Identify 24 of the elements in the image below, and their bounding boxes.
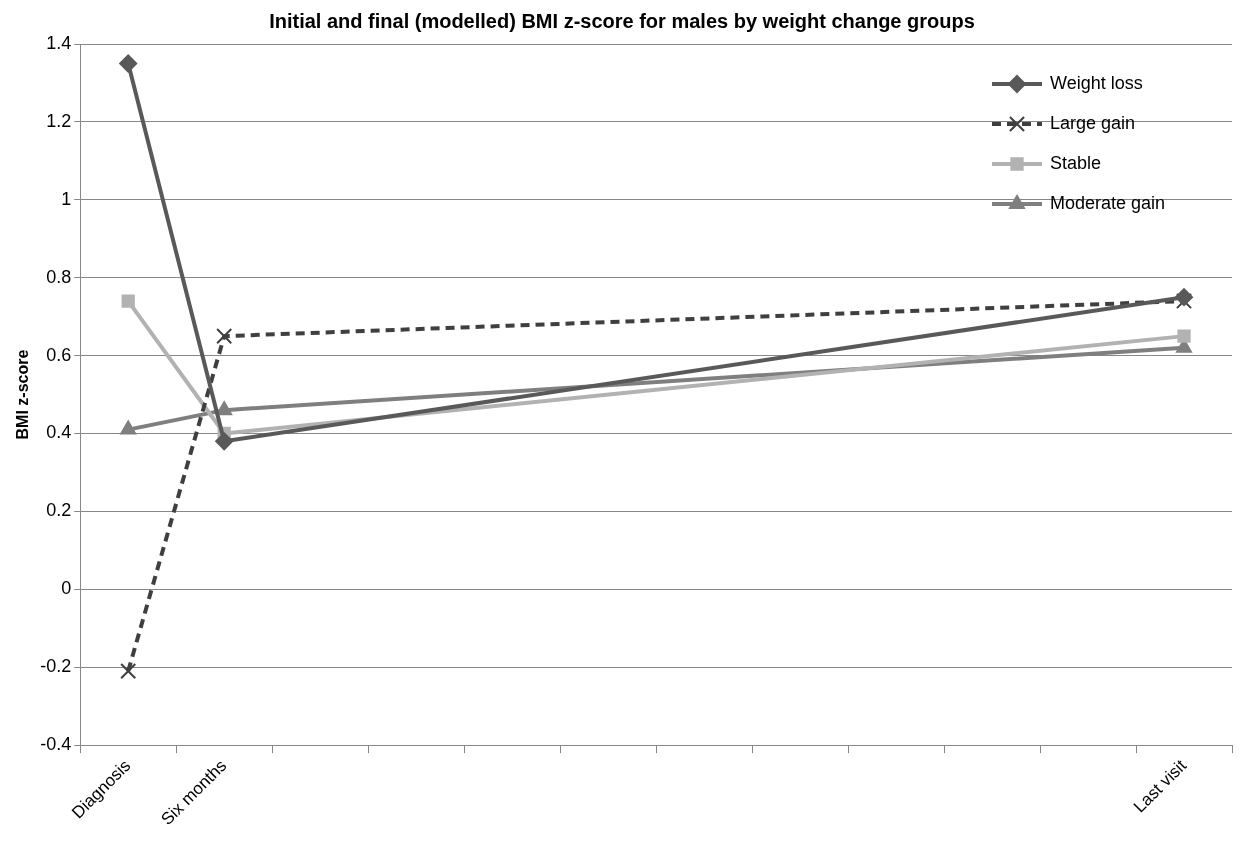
point	[216, 401, 233, 416]
point	[1177, 329, 1191, 343]
point	[216, 328, 233, 345]
point	[215, 432, 234, 451]
chart-title: Initial and final (modelled) BMI z-score for males by weight change groups	[269, 9, 975, 32]
y-axis-title: BMI z-score	[14, 349, 32, 440]
point	[119, 54, 138, 73]
y-tick-label: 1.2	[46, 110, 72, 131]
point	[120, 663, 137, 680]
y-tick-label: 0.4	[46, 422, 72, 443]
y-tick-label: 0.6	[46, 344, 72, 365]
y-tick-label: 0	[61, 578, 72, 599]
legend-label: Stable	[1050, 152, 1102, 173]
point	[121, 294, 135, 308]
legend-label: Large gain	[1050, 112, 1136, 133]
y-tick-label: 0.2	[46, 500, 72, 521]
y-tick-label: 1.4	[46, 32, 72, 53]
point	[1175, 288, 1194, 307]
y-tick-label: -0.4	[40, 734, 72, 755]
y-tick-label: 0.8	[46, 266, 72, 287]
legend-label: Weight loss	[1050, 72, 1143, 93]
legend-label: Moderate gain	[1050, 192, 1166, 213]
y-tick-label: -0.2	[40, 656, 72, 677]
y-tick-label: 1	[61, 188, 72, 209]
